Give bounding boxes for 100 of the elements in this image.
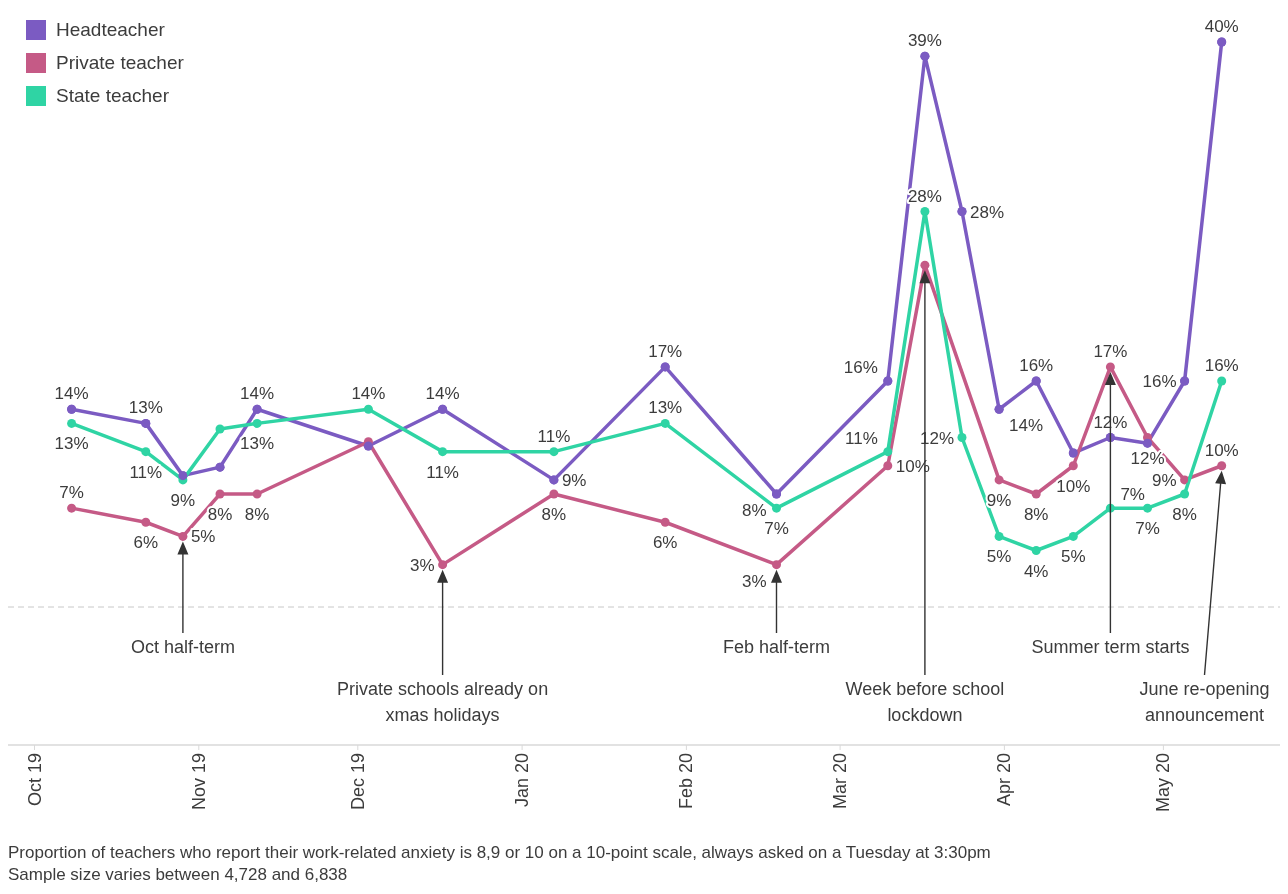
- data-label: 11%: [426, 462, 459, 482]
- point: [549, 447, 559, 457]
- point: [883, 376, 893, 386]
- point: [920, 51, 930, 61]
- point: [438, 560, 448, 570]
- data-label: 14%: [351, 384, 386, 404]
- data-label: 16%: [843, 358, 878, 377]
- data-label: 8%: [1023, 505, 1049, 524]
- data-label: 8%: [207, 505, 233, 524]
- data-label: 7%: [1120, 485, 1145, 505]
- point: [67, 503, 77, 513]
- data-label: 8%: [1172, 505, 1197, 524]
- point: [1031, 376, 1041, 386]
- x-tick-label: Feb 20: [676, 753, 697, 810]
- data-label: 16%: [1204, 356, 1239, 375]
- point: [215, 424, 225, 434]
- point: [1031, 489, 1041, 499]
- point: [994, 531, 1004, 541]
- text: Feb half-term: [722, 637, 831, 657]
- point: [67, 404, 77, 414]
- x-tick-label: Mar 20: [830, 753, 851, 810]
- text: Private schools already on xmas holidays: [337, 679, 549, 725]
- data-label: 28%: [970, 202, 1005, 222]
- data-label: 16%: [1019, 356, 1054, 375]
- text: June re-opening announcement: [1139, 679, 1270, 725]
- point: [252, 404, 262, 414]
- data-label: 5%: [190, 527, 216, 547]
- point: [1143, 438, 1152, 448]
- data-label: 9%: [986, 490, 1012, 510]
- data-label: 7%: [764, 519, 789, 539]
- data-label: 10%: [1204, 440, 1239, 460]
- data-label: 8%: [541, 505, 567, 524]
- data-label: 7%: [1135, 519, 1160, 539]
- point: [438, 447, 448, 457]
- data-label: 14%: [1009, 416, 1044, 436]
- point: [883, 447, 893, 457]
- x-tick-label: Jan 20: [512, 753, 533, 808]
- point: [883, 461, 893, 471]
- point: [215, 462, 225, 472]
- point: [1217, 37, 1227, 47]
- x-tick-label: Dec 19: [347, 753, 368, 811]
- point: [772, 560, 781, 570]
- point: [957, 207, 967, 216]
- point: [994, 404, 1004, 414]
- point: [660, 418, 670, 428]
- point: [438, 404, 448, 414]
- x-tick-label: Oct 19: [24, 753, 45, 807]
- point: [994, 475, 1004, 485]
- point: [549, 489, 559, 499]
- point: [957, 433, 967, 442]
- point: [1143, 503, 1152, 513]
- point: [1180, 376, 1190, 386]
- text: Sample size varies between 4,728 and 6,838: [8, 865, 348, 884]
- data-label: 7%: [59, 483, 84, 503]
- data-label: 17%: [1093, 341, 1128, 361]
- point: [660, 517, 670, 527]
- point: [1217, 376, 1227, 386]
- point: [363, 404, 373, 414]
- legend-label: Private teacher: [56, 52, 185, 73]
- data-label: 14%: [54, 384, 89, 404]
- point: [660, 362, 670, 372]
- point: [920, 260, 930, 270]
- data-label: 16%: [1142, 372, 1177, 391]
- data-label: 6%: [652, 533, 678, 553]
- data-label: 11%: [845, 428, 878, 448]
- x-tick-label: Apr 20: [994, 753, 1015, 807]
- point: [1068, 531, 1078, 541]
- x-tick-label: May 20: [1153, 753, 1174, 813]
- data-label: 13%: [54, 434, 89, 454]
- data-label: 11%: [129, 462, 163, 482]
- data-label: 40%: [1204, 17, 1239, 36]
- point: [178, 531, 188, 541]
- point: [1105, 362, 1115, 372]
- data-label: 9%: [170, 490, 196, 510]
- point: [252, 489, 262, 499]
- point: [178, 471, 188, 481]
- point: [252, 418, 262, 428]
- data-label: 39%: [907, 31, 942, 51]
- data-label: 13%: [648, 398, 683, 418]
- data-label: 6%: [133, 533, 159, 553]
- point: [67, 418, 77, 428]
- point: [772, 503, 781, 513]
- point: [141, 517, 151, 527]
- text: Summer term starts: [1031, 637, 1190, 657]
- data-label: 9%: [561, 470, 587, 490]
- legend-label: Headteacher: [56, 19, 166, 40]
- point: [920, 207, 930, 216]
- point: [1068, 461, 1078, 471]
- data-label: 10%: [1056, 476, 1091, 496]
- data-label: 3%: [410, 555, 435, 575]
- text: Oct half-term: [130, 637, 235, 657]
- legend-label: State teacher: [56, 85, 170, 106]
- point: [363, 441, 373, 451]
- data-label: 5%: [986, 547, 1012, 567]
- data-label: 4%: [1023, 561, 1049, 581]
- point: [1217, 461, 1227, 471]
- point: [772, 489, 781, 499]
- text: Week before school lockdown: [845, 679, 1005, 725]
- data-label: 8%: [741, 501, 767, 520]
- point: [215, 489, 225, 499]
